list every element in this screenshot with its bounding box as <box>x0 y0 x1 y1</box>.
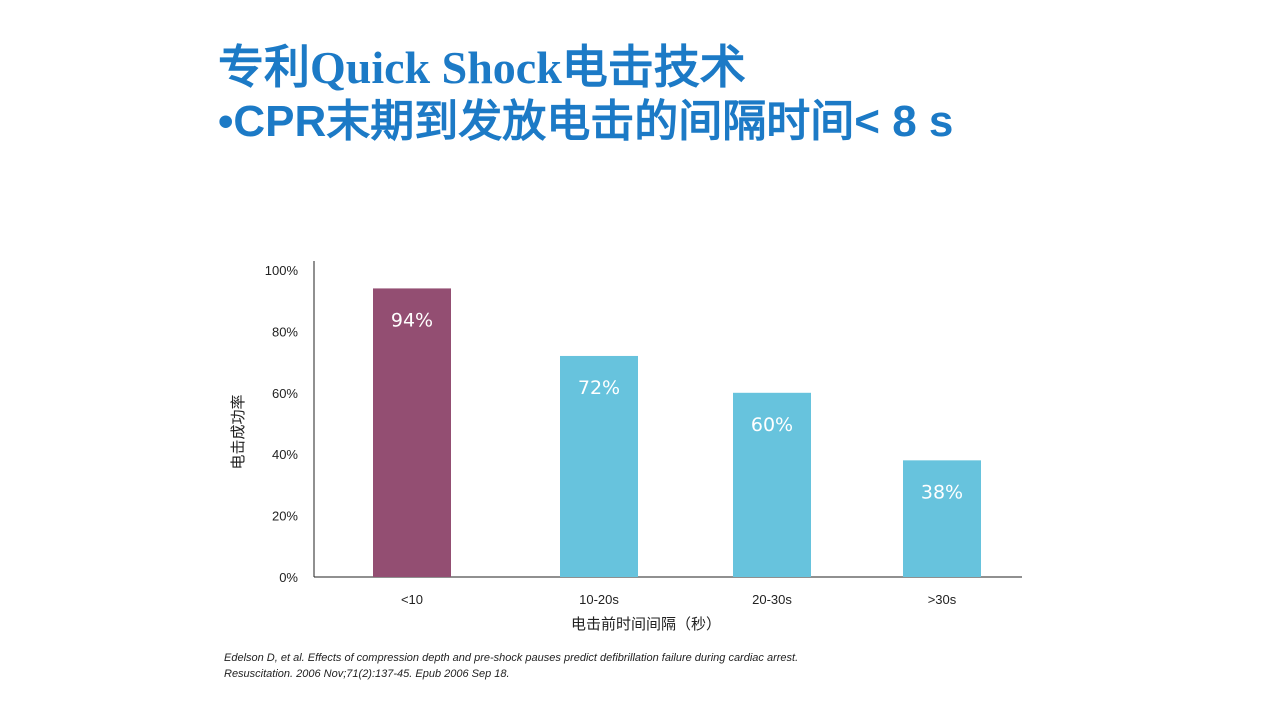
x-tick-label: <10 <box>401 592 423 607</box>
bar <box>903 460 981 577</box>
x-axis-label: 电击前时间间隔（秒） <box>571 615 721 633</box>
y-tick-label: 40% <box>272 447 298 462</box>
y-tick-label: 0% <box>279 570 298 585</box>
data-label: 60% <box>751 414 793 436</box>
y-tick-label: 20% <box>272 509 298 524</box>
bar <box>560 355 638 577</box>
bar <box>733 392 811 577</box>
y-tick-label: 100% <box>265 263 299 278</box>
x-tick-label: >30s <box>928 592 957 607</box>
citation-line-2: Resuscitation. 2006 Nov;71(2):137-45. Ep… <box>224 668 510 680</box>
data-label: 94% <box>391 309 433 331</box>
data-label: 72% <box>578 377 620 399</box>
citation-line-1: Edelson D, et al. Effects of compression… <box>224 652 799 664</box>
slide-title: 专利Quick Shock电击技术 <box>218 42 746 93</box>
x-tick-label: 10-20s <box>579 592 619 607</box>
citation: Edelson D, et al. Effects of compression… <box>224 650 798 682</box>
bar <box>373 288 451 577</box>
x-tick-label: 20-30s <box>752 592 792 607</box>
y-tick-label: 80% <box>272 324 298 339</box>
y-tick-label: 60% <box>272 386 298 401</box>
y-axis-ticks: 0% 20% 40% 60% 80% 100% <box>265 263 299 585</box>
slide-subtitle-bullet: •CPR末期到发放电击的间隔时间< 8 s <box>218 97 954 146</box>
y-axis-label: 电击成功率 <box>229 394 247 469</box>
x-axis-ticks: <10 10-20s 20-30s >30s <box>401 592 957 607</box>
bars-group: 94% 72% 60% 38% <box>373 288 981 577</box>
data-label: 38% <box>921 481 963 503</box>
